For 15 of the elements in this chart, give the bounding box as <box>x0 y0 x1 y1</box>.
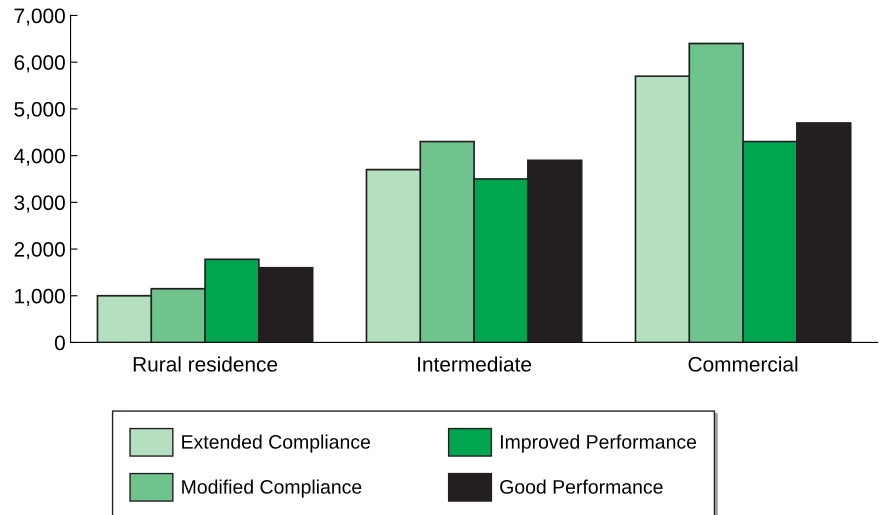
y-tick-label: 7,000 <box>14 8 65 26</box>
y-tick-label: 5,000 <box>14 102 65 120</box>
legend-label: Extended Compliance <box>182 434 370 453</box>
y-tick-label: 6,000 <box>14 55 65 72</box>
x-tick-label: Commercial <box>688 356 798 372</box>
y-tick-label: 0 <box>54 335 65 350</box>
legend-label: Modified Compliance <box>182 480 362 498</box>
x-tick-label: Rural residence <box>134 356 278 372</box>
y-tick-label: 4,000 <box>14 148 65 166</box>
y-tick-label: 1,000 <box>15 288 65 306</box>
x-tick-label: Intermediate <box>418 356 532 372</box>
y-tick-label: 2,000 <box>14 242 65 260</box>
legend-label: Good Performance <box>500 480 663 494</box>
legend-label: Improved Performance <box>500 434 696 453</box>
y-tick-label: 3,000 <box>14 195 65 213</box>
